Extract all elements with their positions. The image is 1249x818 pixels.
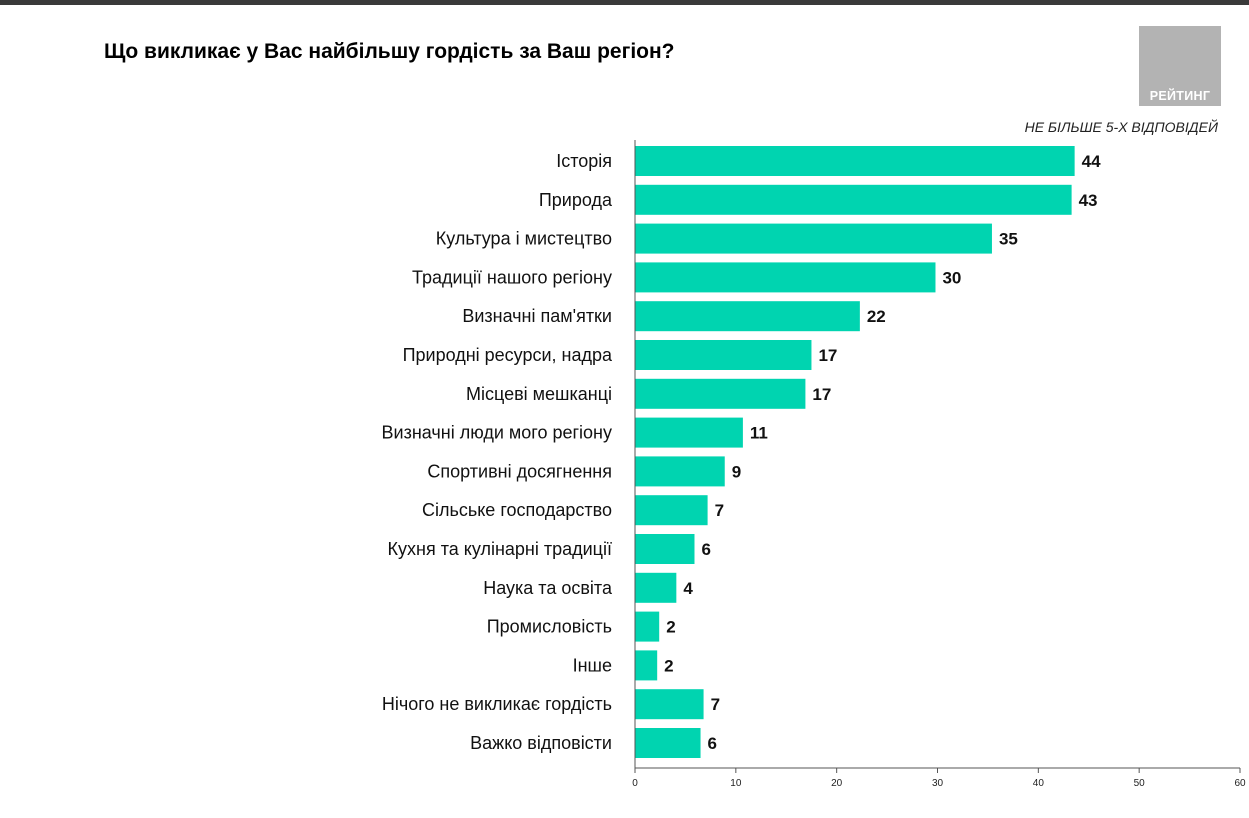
bar-13 [635, 650, 658, 681]
category-label-13: Інше [573, 655, 612, 675]
bar-3 [635, 262, 936, 293]
bar-1 [635, 184, 1072, 215]
x-tick-label-5: 50 [1134, 778, 1146, 789]
category-label-2: Культура і мистецтво [436, 229, 612, 249]
value-label-13: 2 [664, 656, 673, 675]
value-label-7: 11 [750, 424, 768, 443]
category-label-6: Місцеві мешканці [466, 384, 612, 404]
category-label-8: Спортивні досягнення [427, 461, 612, 481]
value-label-12: 2 [666, 618, 675, 637]
value-label-6: 17 [812, 385, 831, 404]
x-tick-label-1: 10 [730, 778, 742, 789]
value-label-3: 30 [942, 268, 961, 287]
value-label-8: 9 [732, 462, 741, 481]
bar-2 [635, 223, 992, 254]
logo-text: РЕЙТИНГ [1149, 89, 1211, 103]
category-label-7: Визначні люди мого регіону [382, 423, 612, 443]
bar-8 [635, 456, 725, 487]
x-tick-label-2: 20 [831, 778, 843, 789]
category-label-15: Важко відповісти [470, 733, 612, 753]
bar-10 [635, 534, 695, 564]
bar-6 [635, 378, 806, 409]
category-label-12: Промисловість [487, 617, 612, 637]
category-label-3: Традиції нашого регіону [412, 267, 612, 287]
answers-note: НЕ БІЛЬШЕ 5-Х ВІДПОВІДЕЙ [1024, 119, 1218, 135]
bar-14 [635, 689, 704, 720]
category-label-4: Визначні пам'ятки [462, 306, 612, 326]
value-label-15: 6 [708, 734, 717, 753]
category-label-10: Кухня та кулінарні традиції [388, 539, 612, 559]
value-label-9: 7 [715, 501, 724, 520]
rating-logo: РЕЙТИНГ [1139, 26, 1221, 106]
value-label-0: 44 [1082, 152, 1101, 171]
value-label-10: 6 [701, 540, 710, 559]
category-label-9: Сільське господарство [422, 500, 612, 520]
category-label-0: Історія [556, 151, 612, 171]
x-tick-label-6: 60 [1234, 778, 1246, 789]
x-tick-label-4: 40 [1033, 778, 1045, 789]
value-label-5: 17 [818, 346, 837, 365]
value-label-1: 43 [1079, 191, 1098, 210]
bar-11 [635, 572, 677, 603]
bar-4 [635, 301, 860, 332]
value-label-2: 35 [999, 230, 1018, 249]
x-tick-label-0: 0 [632, 778, 638, 789]
bar-12 [635, 611, 660, 642]
bar-15 [635, 728, 701, 758]
value-label-14: 7 [711, 695, 720, 714]
chart-title: Що викликає у Вас найбільшу гордість за … [104, 40, 675, 63]
category-label-11: Наука та освіта [483, 578, 613, 598]
bar-7 [635, 417, 743, 448]
bar-9 [635, 495, 708, 526]
category-label-14: Нічого не викликає гордість [382, 694, 612, 714]
bar-0 [635, 146, 1075, 176]
value-label-11: 4 [683, 579, 693, 598]
value-label-4: 22 [867, 307, 886, 326]
bar-5 [635, 340, 812, 370]
category-label-1: Природа [539, 190, 613, 210]
x-tick-label-3: 30 [932, 778, 944, 789]
category-label-5: Природні ресурси, надра [403, 345, 613, 365]
top-bar [0, 0, 1249, 5]
